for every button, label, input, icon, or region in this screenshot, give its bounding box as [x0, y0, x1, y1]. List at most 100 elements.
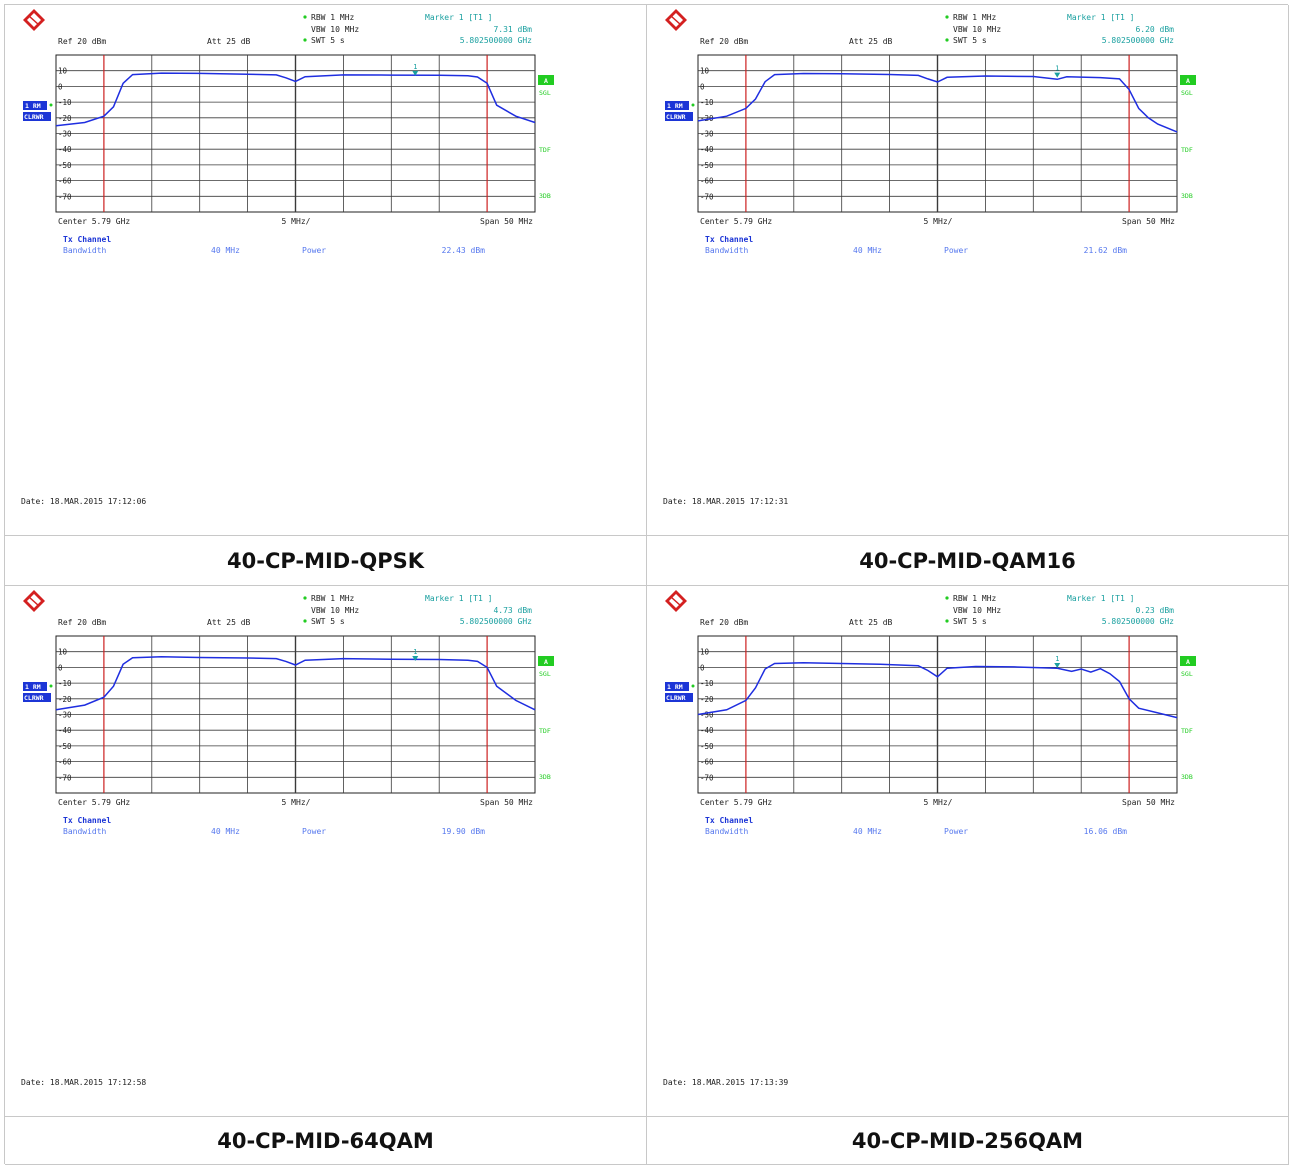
y-tick-label: 10	[58, 67, 68, 76]
frequency-per-division: 5 MHz/	[282, 217, 311, 226]
tdf-tag: TDF	[1181, 727, 1193, 735]
y-tick-label: 0	[58, 663, 63, 672]
trace-tag: 1 RM	[25, 102, 41, 110]
attenuation: Att 25 dB	[207, 37, 251, 46]
y-tick-label: -30	[58, 711, 72, 720]
spectrum-trace	[697, 661, 1178, 719]
y-tick-label: -10	[58, 98, 72, 107]
ref-level: Ref 20 dBm	[58, 618, 106, 627]
vbw-setting: VBW 10 MHz	[953, 606, 1001, 615]
y-tick-label: -70	[58, 773, 72, 782]
y-tick-label: -50	[700, 742, 714, 751]
frequency-span: Span 50 MHz	[1122, 798, 1175, 807]
marker-level: 6.20 dBm	[1135, 25, 1174, 34]
coupled-dot	[945, 15, 949, 19]
marker-level: 4.73 dBm	[493, 606, 532, 615]
marker-frequency: 5.802500000 GHz	[460, 36, 532, 45]
coupled-dot	[303, 619, 307, 623]
trace-tag-box	[23, 101, 47, 110]
vbw-setting: VBW 10 MHz	[311, 606, 359, 615]
frequency-per-division: 5 MHz/	[924, 798, 953, 807]
y-tick-label: 0	[700, 663, 705, 672]
trace-dot	[49, 684, 53, 688]
power-value: 21.62 dBm	[1084, 246, 1128, 255]
marker-level: 7.31 dBm	[493, 25, 532, 34]
power-value: 22.43 dBm	[442, 246, 486, 255]
coupled-dot	[945, 619, 949, 623]
marker-1-icon	[1054, 663, 1061, 669]
trace-dot	[691, 684, 695, 688]
swt-setting: SWT 5 s	[953, 36, 987, 45]
vbw-setting: VBW 10 MHz	[953, 25, 1001, 34]
y-tick-label: -10	[58, 679, 72, 688]
y-tick-label: -70	[700, 773, 714, 782]
y-tick-label: -60	[58, 177, 72, 186]
y-tick-label: -10	[700, 98, 714, 107]
center-frequency: Center 5.79 GHz	[58, 798, 130, 807]
coupled-dot	[303, 596, 307, 600]
y-tick-label: -70	[58, 192, 72, 201]
y-tick-label: -60	[58, 758, 72, 767]
three-db-tag: 3DB	[539, 773, 551, 781]
marker-label: Marker 1 [T1 ]	[425, 13, 492, 22]
y-tick-label: 10	[700, 67, 710, 76]
spectrum-screen-1: RBW 1 MHz VBW 10 MHz SWT 5 s Marker 1 [T1 ]…	[21, 9, 554, 506]
tdf-tag: TDF	[1181, 146, 1193, 154]
ref-level: Ref 20 dBm	[700, 618, 748, 627]
swt-setting: SWT 5 s	[311, 36, 345, 45]
sgl-tag: SGL	[1181, 670, 1193, 678]
plot-collection-table: RBW 1 MHz VBW 10 MHz SWT 5 s Marker 1 [T1 ]…	[4, 4, 1289, 1165]
y-tick-label: -30	[58, 130, 72, 139]
sgl-tag: SGL	[539, 89, 551, 97]
rs-logo-icon	[665, 590, 687, 612]
panel-cell-1: RBW 1 MHz VBW 10 MHz SWT 5 s Marker 1 [T1 ]…	[5, 5, 647, 536]
three-db-tag: 3DB	[539, 192, 551, 200]
swt-setting: SWT 5 s	[311, 617, 345, 626]
marker-number: 1	[413, 648, 417, 656]
marker-1-icon	[1054, 72, 1061, 78]
logo-stroke	[670, 596, 682, 607]
y-tick-label: -40	[58, 145, 72, 154]
y-tick-label: -20	[58, 114, 72, 123]
power-value: 19.90 dBm	[442, 827, 486, 836]
spectrum-trace	[697, 72, 1178, 133]
marker-number: 1	[1055, 655, 1059, 663]
marker-1-icon	[412, 70, 419, 76]
logo-stroke	[28, 596, 40, 607]
bandwidth-label: Bandwidth	[63, 246, 107, 255]
frequency-span: Span 50 MHz	[480, 217, 533, 226]
marker-level: 0.23 dBm	[1135, 606, 1174, 615]
coupled-dot	[303, 38, 307, 42]
tdf-tag: TDF	[539, 727, 551, 735]
y-tick-label: -60	[700, 758, 714, 767]
trace-dot	[49, 103, 53, 107]
logo-stroke	[28, 15, 40, 26]
rs-logo-icon	[665, 9, 687, 31]
trace-tag-box	[23, 682, 47, 691]
y-tick-label: -10	[700, 679, 714, 688]
bandwidth-value: 40 MHz	[853, 827, 882, 836]
a-tag-box	[538, 75, 554, 85]
frequency-span: Span 50 MHz	[1122, 217, 1175, 226]
panel-caption-2: 40-CP-MID-QAM16	[647, 536, 1289, 586]
bandwidth-label: Bandwidth	[63, 827, 107, 836]
coupled-dot	[945, 596, 949, 600]
y-tick-label: -50	[58, 161, 72, 170]
panel-caption-3: 40-CP-MID-64QAM	[5, 1117, 647, 1165]
trace-mode-box	[665, 693, 693, 702]
a-tag: A	[1186, 658, 1190, 666]
marker-1-icon	[412, 655, 419, 661]
marker-number: 1	[413, 63, 417, 71]
attenuation: Att 25 dB	[849, 37, 893, 46]
capture-date: Date: 18.MAR.2015 17:13:39	[663, 1078, 788, 1087]
coupled-dot	[945, 38, 949, 42]
trace-mode-box	[665, 112, 693, 121]
a-tag-box	[1180, 75, 1196, 85]
power-label: Power	[944, 246, 968, 255]
capture-date: Date: 18.MAR.2015 17:12:58	[21, 1078, 146, 1087]
sgl-tag: SGL	[539, 670, 551, 678]
tx-channel-title: Tx Channel	[705, 235, 753, 244]
spectrum-trace	[55, 655, 536, 711]
power-value: 16.06 dBm	[1084, 827, 1128, 836]
trace-tag: 1 RM	[25, 683, 41, 691]
